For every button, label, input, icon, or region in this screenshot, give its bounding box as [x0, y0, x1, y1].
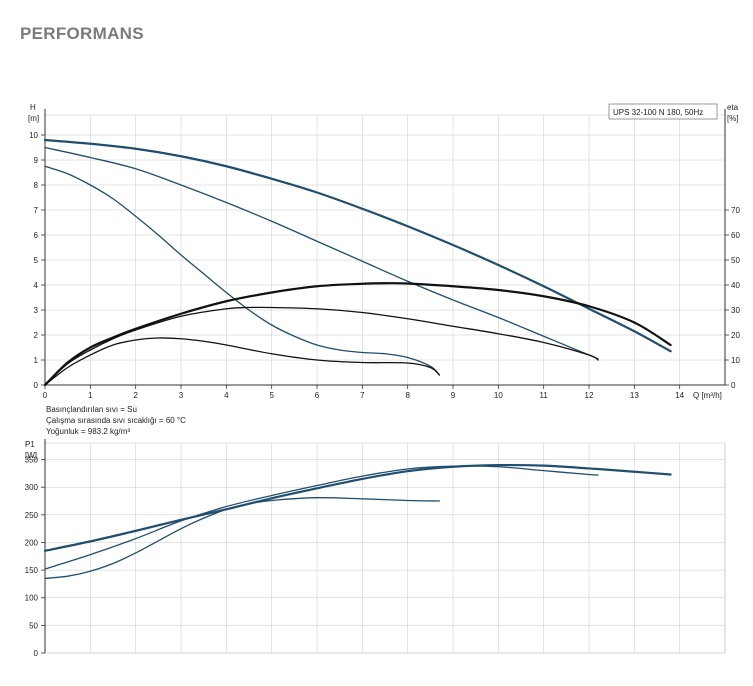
y-tick-label: 6 — [34, 231, 39, 240]
head-curve — [43, 138, 672, 353]
chart-title: UPS 32-100 N 180, 50Hz — [613, 108, 703, 117]
fluid-note: Yoğunluk = 983.2 kg/m³ — [46, 427, 130, 436]
y-tick-label: 50 — [29, 621, 38, 630]
y-tick-label: 0 — [34, 649, 39, 658]
efficiency-curve — [44, 337, 441, 386]
power-curve — [44, 465, 599, 570]
y-tick-label: 350 — [25, 456, 39, 465]
y-tick-label: 200 — [25, 538, 39, 547]
y2-tick-label: 70 — [731, 206, 740, 215]
x-tick-label: 11 — [540, 391, 549, 400]
y-tick-label: 1 — [34, 356, 39, 365]
y-tick-label: 9 — [34, 156, 39, 165]
x-tick-label: 1 — [88, 391, 93, 400]
y2-tick-label: 20 — [731, 331, 740, 340]
x-tick-label: 8 — [405, 391, 410, 400]
efficiency-curve — [43, 282, 672, 387]
y2-axis-unit: [%] — [727, 114, 739, 123]
y-tick-label: 4 — [34, 281, 39, 290]
x-tick-label: 10 — [494, 391, 503, 400]
x-tick-label: 0 — [43, 391, 48, 400]
y2-tick-label: 0 — [731, 381, 736, 390]
x-tick-label: 6 — [315, 391, 320, 400]
fluid-note: Basınçlandırılan sıvı = Su — [46, 405, 137, 414]
y2-tick-label: 10 — [731, 356, 740, 365]
x-tick-label: 4 — [224, 391, 229, 400]
legend-box — [608, 103, 718, 120]
x-tick-label: 14 — [675, 391, 684, 400]
head-curve — [44, 146, 599, 360]
x-axis-label: Q [m³/h] — [693, 391, 722, 400]
x-tick-label: 2 — [133, 391, 138, 400]
power-plot: 0 50 100 150 200 250 300 350 P1 [W] — [25, 439, 726, 658]
y-tick-label: 3 — [34, 306, 39, 315]
y-tick-label: 5 — [34, 256, 39, 265]
x-tick-label: 9 — [451, 391, 456, 400]
power-curve — [43, 463, 672, 552]
y2-tick-label: 60 — [731, 231, 740, 240]
y-tick-label: 2 — [34, 331, 39, 340]
y-tick-label: 7 — [34, 206, 39, 215]
y-axis-unit: [W] — [25, 451, 37, 460]
y-tick-label: 10 — [29, 131, 38, 140]
y-tick-label: 150 — [25, 566, 39, 575]
x-tick-label: 5 — [269, 391, 274, 400]
y2-tick-label: 30 — [731, 306, 740, 315]
head-curve — [44, 165, 441, 376]
y-tick-label: 8 — [34, 181, 39, 190]
y2-tick-label: 40 — [731, 281, 740, 290]
page-heading: PERFORMANS — [20, 24, 144, 43]
power-curve — [44, 497, 441, 580]
y2-tick-label: 50 — [731, 256, 740, 265]
y-axis-label: H — [30, 103, 36, 112]
y-axis-unit: [m] — [28, 114, 39, 123]
fluid-note: Çalışma sırasında sıvı sıcaklığı = 60 °C — [46, 416, 186, 425]
x-tick-label: 12 — [585, 391, 594, 400]
x-tick-label: 7 — [360, 391, 365, 400]
y-tick-label: 0 — [34, 381, 39, 390]
y-axis-label: P1 — [25, 440, 35, 449]
y-tick-label: 100 — [25, 594, 39, 603]
y-tick-label: 250 — [25, 511, 39, 520]
x-tick-label: 13 — [630, 391, 639, 400]
y-tick-label: 300 — [25, 483, 39, 492]
x-tick-label: 3 — [179, 391, 184, 400]
efficiency-curve — [44, 306, 599, 386]
y2-axis-label: eta — [727, 103, 739, 112]
